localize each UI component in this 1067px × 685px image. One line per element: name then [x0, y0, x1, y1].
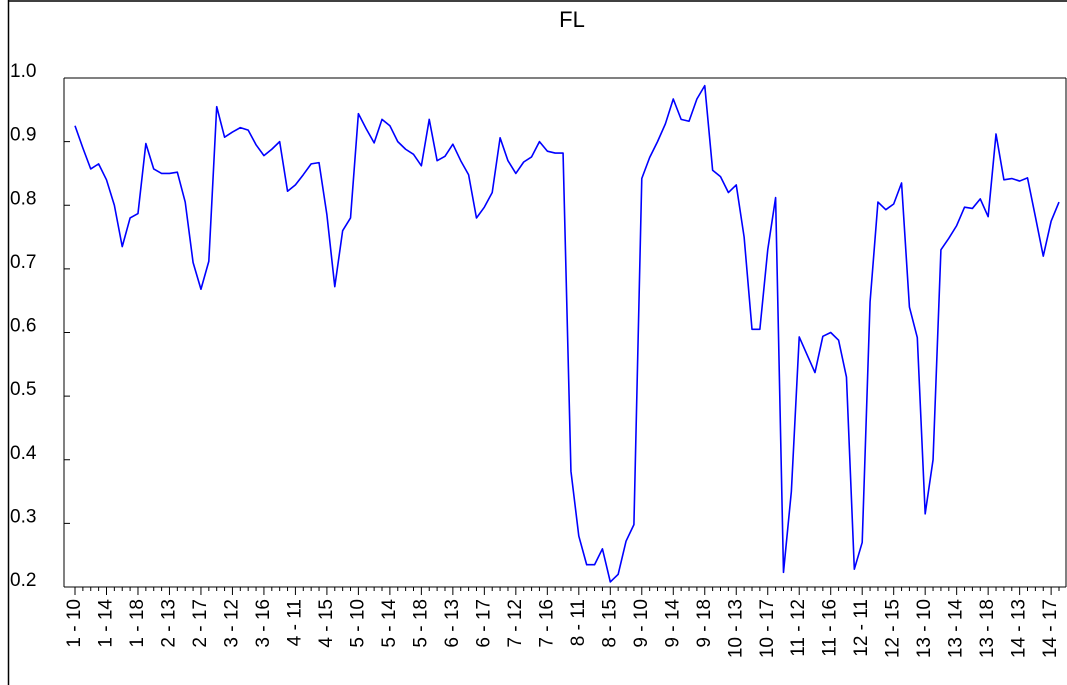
x-tick-label: 2 - 13 [158, 599, 179, 648]
x-tick-label: 1 - 14 [96, 599, 117, 648]
y-tick-label: 0.4 [10, 443, 37, 464]
x-tick-label: 3 - 12 [221, 599, 242, 648]
x-tick-label: 14 - 13 [1009, 599, 1030, 658]
y-tick-label: 0.2 [10, 570, 36, 591]
x-tick-label: 12 - 15 [883, 599, 904, 658]
chart-title: FL [559, 7, 585, 32]
x-tick-label: 5 - 10 [347, 599, 368, 648]
x-tick-label: 2 - 17 [190, 599, 211, 648]
x-tick-label: 13 - 10 [914, 599, 935, 658]
data-line [74, 84, 1060, 583]
x-tick-label: 5 - 18 [410, 599, 431, 648]
y-tick-label: 0.8 [10, 188, 36, 209]
x-tick-label: 7 - 16 [536, 599, 557, 648]
x-tick-label: 4 - 11 [284, 599, 305, 646]
x-tick-label: 7 - 12 [505, 599, 526, 648]
x-tick-label: 6 - 13 [442, 599, 463, 648]
x-tick-label: 8 - 15 [599, 599, 620, 648]
x-tick-label: 9 - 10 [631, 599, 652, 648]
x-tick-label: 6 - 17 [473, 599, 494, 648]
x-tick-label: 13 - 14 [946, 599, 967, 659]
y-tick-label: 0.6 [10, 316, 36, 337]
x-tick-label: 10 - 13 [725, 599, 746, 658]
x-tick-label: 1 - 10 [64, 599, 85, 648]
x-tick-label: 9 - 14 [662, 599, 683, 648]
x-tick-label: 8 - 11 [568, 599, 589, 646]
x-tick-label: 12 - 11 [851, 599, 872, 657]
x-tick-label: 14 - 17 [1040, 599, 1061, 658]
x-tick-label: 11 - 16 [820, 599, 841, 657]
x-tick-label: 10 - 17 [757, 599, 778, 658]
x-tick-label: 13 - 18 [977, 599, 998, 658]
x-tick-label: 5 - 14 [379, 599, 400, 648]
x-tick-label: 9 - 18 [694, 599, 715, 648]
y-tick-label: 1.0 [10, 61, 36, 82]
y-tick-label: 0.3 [10, 506, 36, 527]
x-tick-label: 1 - 18 [127, 599, 148, 648]
y-tick-label: 0.7 [10, 252, 36, 273]
x-tick-label: 4 - 15 [316, 599, 337, 648]
x-tick-label: 11 - 12 [788, 599, 809, 657]
x-tick-label: 3 - 16 [253, 599, 274, 648]
y-tick-label: 0.5 [10, 379, 36, 400]
y-tick-label: 0.9 [10, 125, 36, 146]
